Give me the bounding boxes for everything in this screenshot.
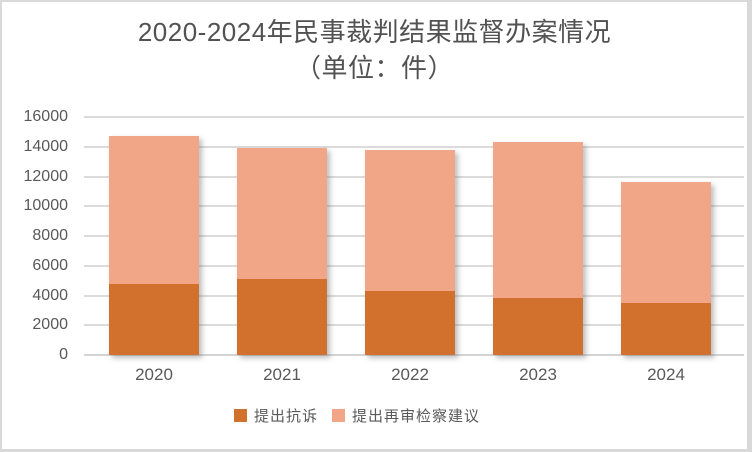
chart-title-block: 2020-2024年民事裁判结果监督办案情况 （单位：件）: [2, 14, 747, 86]
bar-segment-series-0: [365, 291, 455, 355]
y-tick-label: 2000: [32, 316, 68, 334]
y-tick-label: 14000: [23, 137, 69, 155]
y-tick-label: 10000: [23, 197, 69, 215]
chart-title: 2020-2024年民事裁判结果监督办案情况: [137, 17, 612, 47]
bar-slot: [218, 117, 346, 355]
x-tick-label: 2021: [263, 365, 301, 384]
bar-segment-series-0: [493, 298, 583, 355]
x-axis-line: [84, 354, 744, 356]
legend-label: 提出抗诉: [253, 408, 318, 425]
bar-slot: [602, 117, 730, 355]
x-tick-label: 2024: [647, 365, 685, 384]
bar-slot: [474, 117, 602, 355]
chart-subtitle: （单位：件）: [294, 53, 454, 83]
stacked-bar-2021: [237, 148, 327, 355]
legend-label: 提出再审检察建议: [352, 408, 481, 425]
bar-segment-series-0: [109, 283, 199, 355]
bar-segment-series-0: [621, 302, 711, 355]
y-tick-label: 8000: [32, 227, 68, 244]
gridline: [84, 116, 744, 118]
stacked-bar-2024: [621, 182, 711, 355]
x-tick-label: 2020: [135, 365, 173, 384]
bar-segment-series-1: [109, 136, 199, 284]
legend-item-series-0: 提出抗诉: [233, 405, 318, 426]
bar-segment-series-0: [237, 279, 327, 355]
stacked-bar-2022: [365, 149, 455, 355]
y-tick-label: 12000: [23, 167, 69, 185]
y-tick-label: 4000: [32, 286, 68, 304]
gridline: [84, 145, 744, 148]
plot-area: 0 2000 4000 6000 8000 10000 12000 14000 16000 20…: [24, 109, 744, 384]
y-tick-label: 0: [59, 346, 68, 363]
bar-slot: [346, 117, 474, 355]
legend: 提出抗诉 提出再审检察建议: [2, 405, 712, 426]
bar-segment-series-1: [365, 149, 455, 292]
bar-slot: [90, 117, 218, 355]
stacked-bar-2023: [493, 142, 583, 355]
bar-segment-series-1: [621, 182, 711, 303]
legend-swatch-icon: [332, 409, 345, 422]
bar-segment-series-1: [493, 142, 583, 299]
y-tick-label: 6000: [32, 256, 68, 274]
bar-segment-series-1: [237, 148, 327, 280]
stacked-bar-2020: [109, 136, 199, 355]
y-tick-label: 16000: [23, 108, 69, 125]
legend-swatch-icon: [233, 409, 247, 422]
x-tick-label: 2022: [391, 365, 429, 384]
x-tick-label: 2023: [519, 365, 557, 384]
legend-item-series-1: 提出再审检察建议: [332, 405, 480, 426]
